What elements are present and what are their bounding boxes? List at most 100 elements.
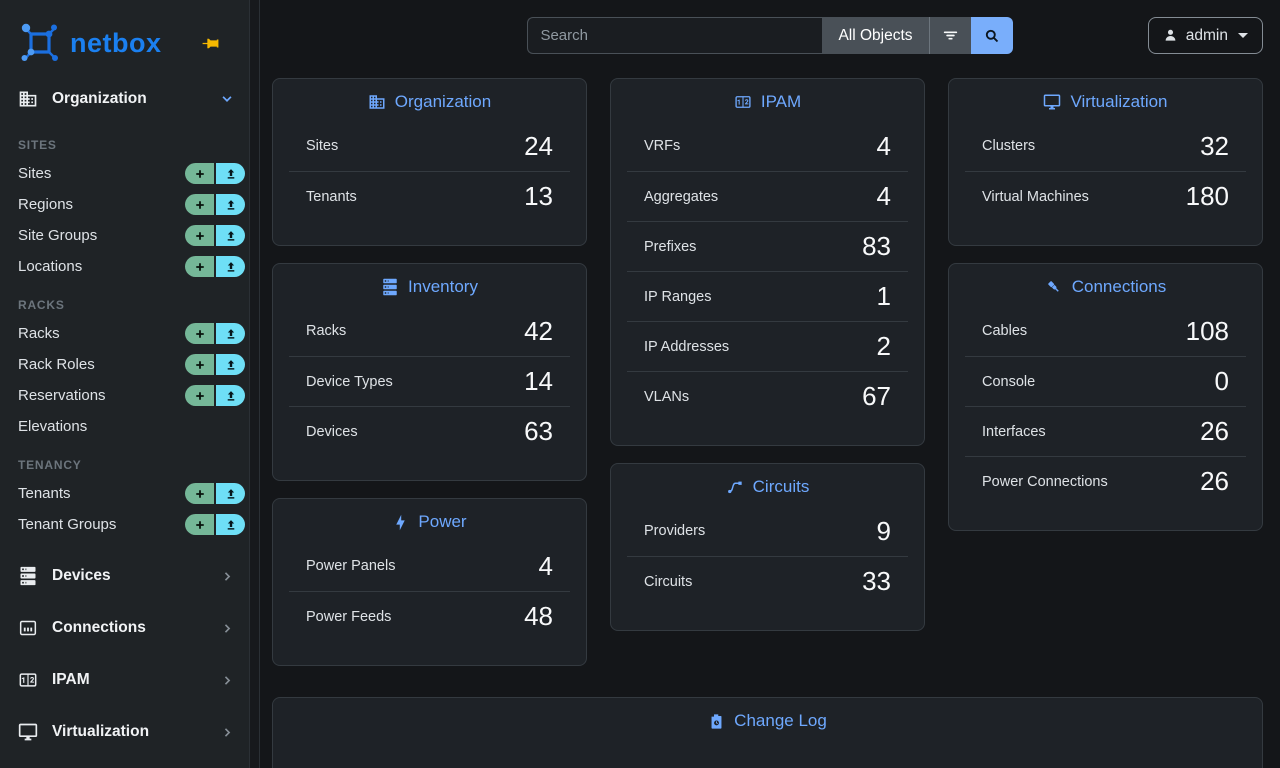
sidebar-link[interactable]: Site Groups [18, 227, 98, 244]
logo-text: netbox [70, 27, 162, 58]
card-title: IPAM [611, 79, 924, 121]
stat-row: Console 0 [965, 356, 1246, 406]
search-bar: All Objects [527, 17, 1013, 54]
stat-row: Clusters 32 [965, 121, 1246, 171]
stat-value: 1 [876, 281, 891, 311]
building-icon [368, 93, 386, 111]
stat-row: Sites 24 [289, 121, 570, 171]
sidebar-item-sites[interactable]: Sites [0, 158, 260, 189]
import-button[interactable] [216, 225, 245, 246]
add-button[interactable] [185, 323, 214, 344]
stat-label: VLANs [644, 388, 690, 405]
person-icon [1163, 28, 1178, 43]
sidebar-link[interactable]: Reservations [18, 387, 106, 404]
stat-row: Devices 63 [289, 406, 570, 456]
section-title-sites: SITES [18, 138, 57, 152]
sidebar-item-site-groups[interactable]: Site Groups [0, 220, 260, 251]
card-virtualization: Virtualization Clusters 32 Virtual Machi… [948, 78, 1263, 246]
stat-row: Cables 108 [965, 306, 1246, 356]
user-menu-button[interactable]: admin [1147, 17, 1263, 54]
add-button[interactable] [185, 483, 214, 504]
counter-icon [734, 93, 752, 111]
import-button[interactable] [216, 163, 245, 184]
netbox-logo[interactable]: netbox [18, 21, 162, 65]
card-ipam: IPAM VRFs 4 Aggregates 4 Prefixes [610, 78, 925, 446]
sidebar-link[interactable]: Locations [18, 258, 83, 275]
sidebar-link[interactable]: Regions [18, 196, 74, 213]
import-button[interactable] [216, 256, 245, 277]
sidebar-item-racks[interactable]: Racks [0, 318, 260, 349]
menu-label: IPAM [52, 671, 90, 688]
import-button[interactable] [216, 385, 245, 406]
username: admin [1185, 26, 1228, 44]
sidebar-item-tenant-groups[interactable]: Tenant Groups [0, 509, 260, 540]
import-button[interactable] [216, 483, 245, 504]
sidebar-menu-connections[interactable]: Connections [0, 602, 260, 654]
stat-value: 42 [524, 315, 553, 346]
card-title: Change Log [273, 698, 1262, 740]
add-button[interactable] [185, 256, 214, 277]
sidebar-menu-ipam[interactable]: IPAM [0, 654, 260, 706]
section-title-racks: RACKS [18, 298, 65, 312]
stat-value: 32 [1200, 130, 1229, 161]
sidebar-item-regions[interactable]: Regions [0, 189, 260, 220]
changelog-icon [708, 713, 725, 730]
import-button[interactable] [216, 323, 245, 344]
sidebar-link[interactable]: Rack Roles [18, 356, 95, 373]
menu-label: Organization [52, 90, 147, 107]
stat-label: IP Ranges [644, 288, 712, 305]
search-scope-select[interactable]: All Objects [822, 17, 929, 54]
server-icon [18, 566, 38, 586]
sidebar-header: netbox [0, 0, 260, 76]
stat-label: Racks [306, 323, 347, 339]
add-button[interactable] [185, 354, 214, 375]
stat-value: 48 [524, 601, 553, 631]
stat-label: Aggregates [644, 188, 719, 205]
stat-label: Clusters [982, 138, 1036, 154]
stat-row: Aggregates 4 [627, 171, 908, 221]
stat-value: 14 [524, 366, 553, 396]
sidebar-item-rack-roles[interactable]: Rack Roles [0, 349, 260, 380]
stat-label: Interfaces [982, 423, 1046, 440]
sidebar-link[interactable]: Tenant Groups [18, 516, 117, 533]
stat-value: 63 [524, 416, 553, 446]
sidebar-menu-virtualization[interactable]: Virtualization [0, 706, 260, 758]
add-button[interactable] [185, 163, 214, 184]
sidebar-link[interactable]: Racks [18, 325, 60, 342]
stat-label: Power Connections [982, 473, 1108, 490]
search-icon[interactable] [970, 17, 1013, 54]
stat-label: Tenants [306, 188, 357, 205]
search-input[interactable] [527, 17, 823, 54]
stat-row: VLANs 67 [627, 371, 908, 421]
sidebar-item-elevations[interactable]: Elevations [0, 411, 260, 442]
sidebar-item-tenants[interactable]: Tenants [0, 478, 260, 509]
import-button[interactable] [216, 354, 245, 375]
stat-row: Virtual Machines 180 [965, 171, 1246, 221]
stat-value: 4 [538, 550, 553, 581]
add-button[interactable] [185, 225, 214, 246]
filter-icon[interactable] [928, 17, 971, 54]
sidebar-link[interactable]: Elevations [18, 418, 88, 435]
stat-label: Prefixes [644, 238, 697, 255]
chevron-right-icon [221, 570, 234, 583]
sidebar-item-locations[interactable]: Locations [0, 251, 260, 282]
sidebar-link[interactable]: Tenants [18, 485, 71, 502]
sidebar-item-reservations[interactable]: Reservations [0, 380, 260, 411]
lightning-icon [392, 514, 409, 531]
monitor-icon [18, 722, 38, 742]
import-button[interactable] [216, 514, 245, 535]
stat-value: 180 [1185, 181, 1229, 211]
sidebar-menu-organization[interactable]: Organization [0, 76, 260, 122]
import-button[interactable] [216, 194, 245, 215]
add-button[interactable] [185, 385, 214, 406]
card-circuits: Circuits Providers 9 Circuits 33 [610, 463, 925, 631]
circuits-icon [726, 478, 744, 496]
stat-row: Providers 9 [627, 506, 908, 556]
sidebar-link[interactable]: Sites [18, 165, 52, 182]
add-button[interactable] [185, 514, 214, 535]
pin-icon[interactable] [201, 34, 220, 53]
add-button[interactable] [185, 194, 214, 215]
monitor-icon [1043, 93, 1061, 111]
topbar: All Objects admin [260, 0, 1280, 54]
sidebar-menu-devices[interactable]: Devices [0, 550, 260, 602]
